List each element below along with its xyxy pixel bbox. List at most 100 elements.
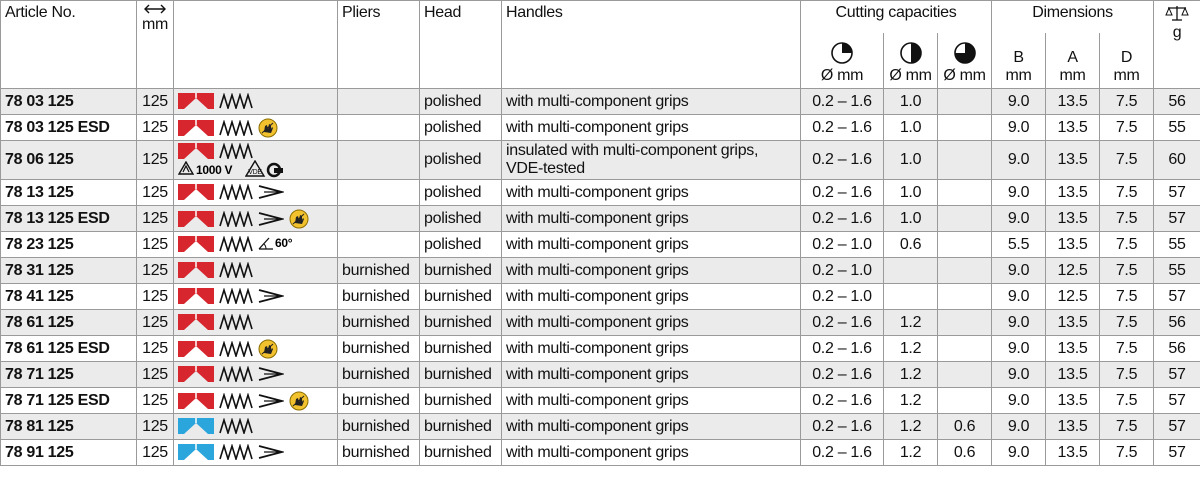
cell-d: 7.5 [1098, 257, 1155, 285]
cell-d: 7.5 [1098, 387, 1155, 415]
table-row: 78 13 125 125 polished with multi-component… [0, 179, 1200, 207]
head-icon [178, 143, 214, 159]
head-icon [178, 341, 214, 357]
cell-article: 78 13 125 ESD [0, 205, 137, 233]
cell-a: 13.5 [1045, 387, 1100, 415]
teeth-icon [219, 211, 253, 227]
cell-cap-soft: 0.2 – 1.0 [800, 257, 884, 285]
cell-head: burnished [419, 283, 502, 311]
header-cap-medium: Ø mm [883, 33, 938, 89]
cell-pliers: burnished [337, 387, 420, 415]
cell-weight: 55 [1153, 231, 1200, 259]
table-row: 78 91 125 125 burnished burnished with multi… [0, 439, 1200, 467]
cell-handles: with multi-component grips [501, 88, 801, 115]
cell-d: 7.5 [1098, 88, 1155, 115]
esd-icon [289, 209, 309, 229]
icon-cell [173, 413, 338, 441]
cell-article: 78 41 125 [0, 283, 137, 311]
header-cap-hard-unit: Ø mm [943, 67, 986, 85]
cell-weight: 56 [1153, 335, 1200, 363]
esd-icon [258, 118, 278, 138]
cell-a: 12.5 [1045, 257, 1100, 285]
table-row: 78 03 125 ESD 125 polished with multi-compo… [0, 114, 1200, 141]
cell-d: 7.5 [1098, 179, 1155, 207]
cell-length: 125 [136, 335, 174, 363]
table-row: 78 06 125 125 1000 V polished insulated with… [0, 139, 1200, 181]
cell-handles: with multi-component grips [501, 335, 801, 363]
teeth-icon [219, 262, 253, 278]
cell-article: 78 03 125 [0, 88, 137, 115]
cell-article: 78 71 125 [0, 361, 137, 389]
cell-article: 78 81 125 [0, 413, 137, 441]
cell-d: 7.5 [1098, 114, 1155, 141]
cell-article: 78 13 125 [0, 179, 137, 207]
weight-icon [1165, 6, 1189, 21]
cell-article: 78 03 125 ESD [0, 114, 137, 141]
cell-pliers: burnished [337, 257, 420, 285]
cell-cap-medium: 1.2 [883, 309, 938, 337]
cell-d: 7.5 [1098, 283, 1155, 311]
head-icon [178, 184, 214, 200]
cell-d: 7.5 [1098, 139, 1155, 181]
cap-medium-icon [899, 42, 922, 64]
cell-b: 9.0 [991, 387, 1046, 415]
table-row: 78 31 125 125 burnished burnished with multi… [0, 257, 1200, 285]
header-a-label: A [1067, 49, 1078, 67]
cell-length: 125 [136, 309, 174, 337]
cell-cap-soft: 0.2 – 1.6 [800, 309, 884, 337]
cell-a: 13.5 [1045, 139, 1100, 181]
cell-handles: with multi-component grips [501, 413, 801, 441]
cell-head: polished [419, 231, 502, 259]
cell-handles: with multi-component grips [501, 257, 801, 285]
cell-pliers [337, 231, 420, 259]
cell-cap-medium: 1.2 [883, 335, 938, 363]
cell-cap-soft: 0.2 – 1.6 [800, 139, 884, 181]
cell-a: 13.5 [1045, 309, 1100, 337]
cell-b: 9.0 [991, 413, 1046, 441]
icon-cell: 60° [173, 231, 338, 259]
table-row: 78 61 125 125 burnished burnished with multi… [0, 309, 1200, 337]
cell-d: 7.5 [1098, 205, 1155, 233]
head-icon [178, 288, 214, 304]
cell-head: burnished [419, 257, 502, 285]
icon-cell [173, 114, 338, 141]
cell-head: burnished [419, 335, 502, 363]
cell-cap-hard [937, 114, 992, 141]
cell-cap-soft: 0.2 – 1.6 [800, 205, 884, 233]
cell-b: 9.0 [991, 361, 1046, 389]
cell-a: 13.5 [1045, 114, 1100, 141]
icon-cell [173, 88, 338, 115]
cell-pliers [337, 114, 420, 141]
teeth-icon [219, 314, 253, 330]
cell-weight: 60 [1153, 139, 1200, 181]
cell-head: burnished [419, 413, 502, 441]
cell-length: 125 [136, 179, 174, 207]
header-length-unit: mm [141, 16, 169, 33]
cell-cap-soft: 0.2 – 1.6 [800, 439, 884, 467]
head-icon [178, 366, 214, 382]
cell-cap-medium: 1.0 [883, 179, 938, 207]
cell-b: 9.0 [991, 88, 1046, 115]
angle-label: 60° [275, 236, 293, 250]
teeth-icon [219, 93, 253, 109]
cell-length: 125 [136, 413, 174, 441]
header-head: Head [419, 0, 502, 89]
cell-cap-hard [937, 205, 992, 233]
table-row: 78 23 125 125 60° polished with multi-compon… [0, 231, 1200, 259]
icon-cell [173, 179, 338, 207]
cell-article: 78 06 125 [0, 139, 137, 181]
cell-cap-hard: 0.6 [937, 413, 992, 441]
cell-article: 78 61 125 ESD [0, 335, 137, 363]
cell-head: burnished [419, 439, 502, 467]
cell-cap-soft: 0.2 – 1.0 [800, 283, 884, 311]
cell-a: 13.5 [1045, 231, 1100, 259]
cell-a: 13.5 [1045, 361, 1100, 389]
cell-cap-hard [937, 139, 992, 181]
cell-weight: 57 [1153, 439, 1200, 467]
header-pliers: Pliers [337, 0, 420, 89]
cell-article: 78 71 125 ESD [0, 387, 137, 415]
cell-cap-hard [937, 387, 992, 415]
cell-cap-medium: 1.0 [883, 205, 938, 233]
angle-icon: 60° [258, 236, 293, 250]
